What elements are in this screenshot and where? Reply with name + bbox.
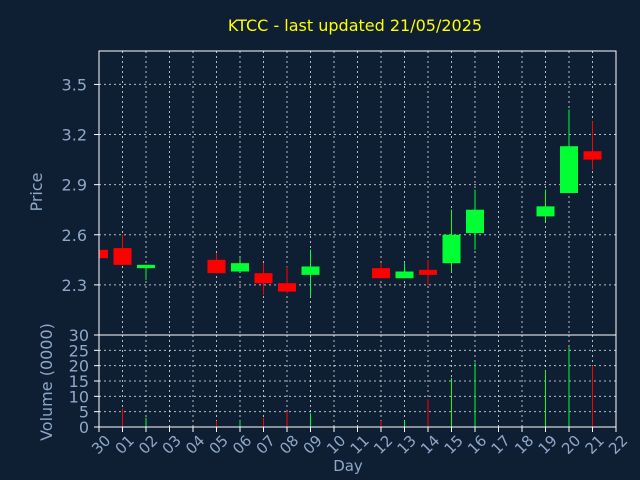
- price-tick-label: 2.9: [62, 176, 87, 195]
- price-axis-label: Price: [27, 172, 46, 211]
- candle-08: [278, 266, 296, 294]
- candle-body: [395, 271, 414, 279]
- candle-20: [560, 109, 578, 193]
- candle-body: [466, 209, 484, 234]
- candle-01: [113, 234, 132, 265]
- volume-tick-label: 10: [69, 387, 89, 406]
- candle-12: [372, 263, 390, 279]
- volume-bars: [122, 347, 593, 427]
- volume-axis-label: Volume (0000): [37, 323, 56, 441]
- candle-body: [301, 266, 320, 275]
- volume-tick-label: 20: [69, 357, 89, 376]
- candle-15: [442, 209, 461, 272]
- candle-13: [395, 263, 414, 279]
- chart-title: KTCC - last updated 21/05/2025: [228, 16, 482, 35]
- price-tick-labels: 2.3 2.6 2.9 3.2 3.5: [62, 75, 99, 295]
- candle-body: [207, 259, 226, 274]
- candle-21: [583, 121, 602, 170]
- candle-body: [536, 206, 555, 217]
- candle-body: [278, 283, 296, 292]
- volume-tick-label: 0: [79, 418, 89, 437]
- candle-05: [207, 253, 226, 274]
- price-candles: [98, 109, 602, 297]
- candle-07: [254, 263, 273, 295]
- volume-tick-label: 25: [69, 341, 89, 360]
- candle-16: [466, 189, 484, 250]
- volume-tick-label: 5: [79, 403, 89, 422]
- candle-body: [231, 263, 249, 272]
- price-tick-label: 3.2: [62, 126, 87, 145]
- volume-tick-label: 15: [69, 372, 89, 391]
- candle-06: [231, 258, 249, 272]
- day-axis-label: Day: [333, 457, 363, 475]
- candle-body: [254, 273, 273, 284]
- candle-body: [442, 234, 461, 264]
- candle-30: [98, 249, 108, 259]
- candle-body: [372, 268, 390, 279]
- candle-02: [137, 264, 155, 280]
- candle-body: [583, 151, 602, 160]
- candle-14: [419, 259, 437, 285]
- price-tick-label: 2.6: [62, 226, 87, 245]
- candle-body: [137, 264, 155, 269]
- candle-19: [536, 189, 555, 222]
- candle-body: [419, 269, 437, 275]
- candle-body: [560, 146, 578, 193]
- volume-tick-label: 30: [69, 326, 89, 345]
- candle-09: [301, 249, 320, 297]
- candle-body: [113, 248, 132, 265]
- price-tick-label: 3.5: [62, 75, 87, 94]
- price-tick-label: 2.3: [62, 276, 87, 295]
- candle-body: [99, 249, 108, 259]
